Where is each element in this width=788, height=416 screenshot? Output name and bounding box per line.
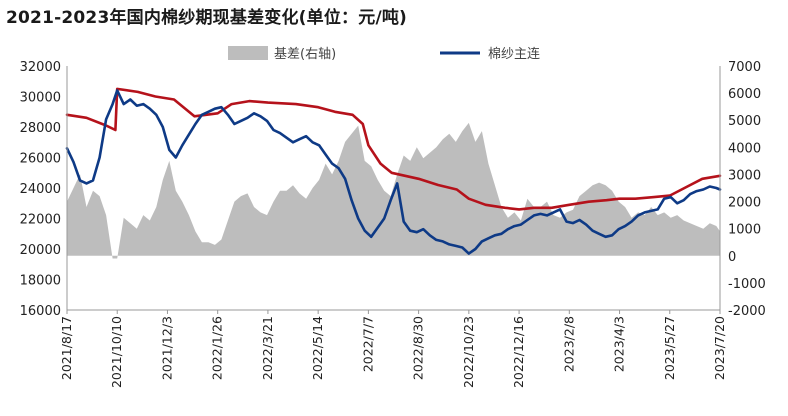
x-tick-label: 2023/2/8 [561, 316, 576, 372]
x-tick-label: 2021/10/10 [109, 316, 124, 388]
y-right-tick-label: 3000 [728, 168, 761, 183]
y-right-tick-label: -1000 [728, 277, 766, 292]
x-tick-label: 2023/7/20 [712, 316, 727, 380]
y-right-tick-label: -2000 [728, 304, 766, 319]
y-right-tick-label: 4000 [728, 141, 761, 156]
y-left-tick-label: 28000 [20, 121, 61, 136]
legend-label-cotton-yarn: 棉纱主连 [488, 46, 540, 62]
y-left-tick-label: 20000 [20, 243, 61, 258]
x-tick-label: 2022/7/7 [360, 316, 375, 372]
x-tick-label: 2022/1/26 [210, 316, 225, 380]
x-tick-label: 2022/8/30 [411, 316, 426, 380]
y-right-tick-label: 5000 [728, 114, 761, 129]
x-tick-label: 2023/5/27 [662, 316, 677, 380]
legend-swatch-basis [228, 46, 268, 60]
y-left-tick-label: 32000 [20, 60, 61, 75]
y-right-tick-label: 6000 [728, 87, 761, 102]
axes-layer: 1600018000200002200024000260002800030000… [20, 60, 766, 388]
y-right-tick-label: 1000 [728, 223, 761, 238]
line-layer [65, 87, 722, 255]
y-right-tick-label: 0 [728, 250, 736, 265]
legend: 基差(右轴) 棉纱主连 [228, 46, 540, 62]
y-left-tick-label: 18000 [20, 274, 61, 289]
x-tick-label: 2022/3/21 [260, 316, 275, 380]
y-left-tick-label: 24000 [20, 182, 61, 197]
y-left-tick-label: 26000 [20, 152, 61, 167]
x-tick-label: 2022/12/16 [511, 316, 526, 388]
x-tick-label: 2023/4/3 [612, 316, 627, 372]
y-right-tick-label: 7000 [728, 60, 761, 75]
x-tick-label: 2021/8/17 [59, 316, 74, 380]
y-left-tick-label: 30000 [20, 91, 61, 106]
y-right-tick-label: 2000 [728, 196, 761, 211]
x-tick-label: 2022/10/23 [461, 316, 476, 388]
x-tick-label: 2022/5/14 [310, 316, 325, 380]
legend-label-basis: 基差(右轴) [274, 47, 336, 62]
y-left-tick-label: 22000 [20, 213, 61, 228]
y-left-tick-label: 16000 [20, 304, 61, 319]
chart-title: 2021-2023年国内棉纱期现基差变化(单位：元/吨) [6, 8, 408, 28]
x-tick-label: 2021/12/3 [159, 316, 174, 380]
series-line-futures [65, 87, 722, 211]
series-line-cotton-yarn [65, 89, 722, 255]
